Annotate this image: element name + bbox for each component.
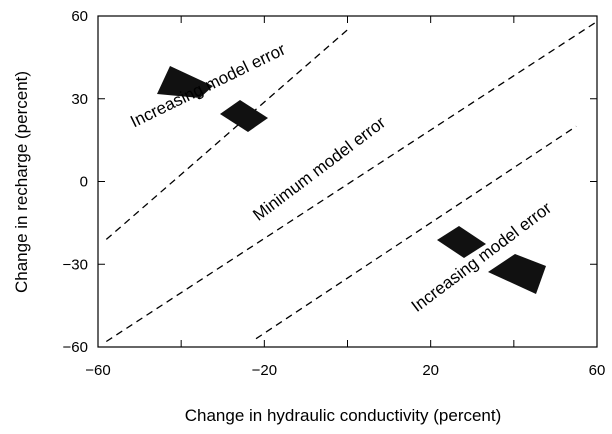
series-dashed-line-2 [105,20,598,343]
annotation-increasing-error-lower: Increasing model error [408,198,556,316]
series-group [105,20,598,343]
x-tick-label: −20 [252,362,277,379]
x-tick-label: 20 [422,362,439,379]
arrow-down-right-tail-icon [437,226,486,258]
y-tick-label: 60 [71,8,88,25]
y-tick-label: −30 [63,256,88,273]
plot-area: −60 −20 20 60 −60 −30 0 30 60 [63,8,606,379]
arrow-up-left-head-icon [157,66,213,98]
annotation-minimum-error: Minimum model error [249,113,389,225]
y-axis-title: Change in recharge (percent) [12,71,31,293]
y-tick-label: −60 [63,339,88,356]
arrow-group [157,66,546,294]
x-tick-label: −60 [85,362,110,379]
x-axis-title: Change in hydraulic conductivity (percen… [185,406,502,425]
series-dashed-line-3 [255,125,577,340]
series-dashed-line-1 [105,29,348,240]
arrow-down-right-head-icon [488,254,546,294]
x-tick-label: 60 [589,362,606,379]
y-tick-label: 0 [80,174,88,191]
y-tick-label: 30 [71,91,88,108]
arrow-up-left-tail-icon [220,100,268,132]
